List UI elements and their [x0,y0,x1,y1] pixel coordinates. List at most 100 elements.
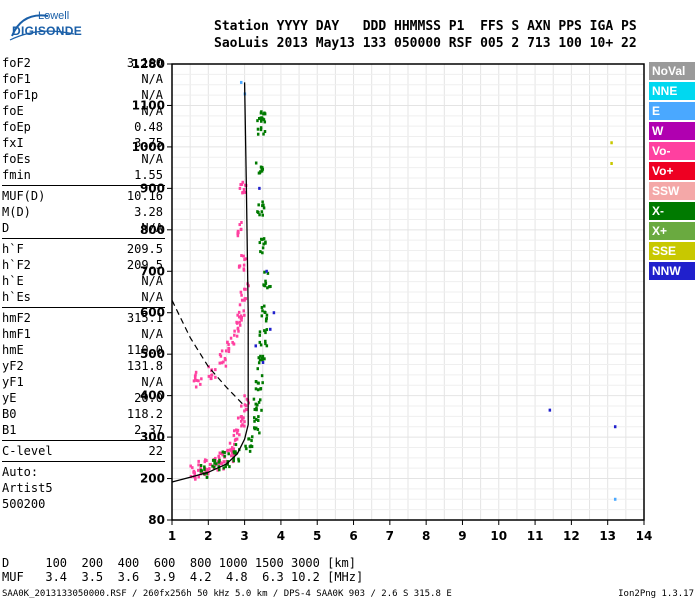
software-version: Ion2Png 1.3.17 [618,589,694,599]
trace-point [261,360,265,364]
trace-point [258,340,262,344]
trace-point [223,454,226,458]
param-row: hmF2 315.1 [2,311,163,327]
trace-point [265,344,269,348]
param-label: foEs [2,152,31,166]
trace-point [257,381,260,385]
param-row: foE N/A [2,104,163,120]
param-label: B0 [2,407,17,421]
param-label: M(D) [2,205,31,219]
trace-point [236,229,240,233]
param-label: h`E [2,274,24,288]
param-row: h`F2 209.5 [2,258,163,274]
param-row: D N/A [2,221,163,237]
trace-point [232,459,235,463]
trace-point [243,394,246,398]
muf-distance-table: D 100 200 400 600 800 1000 1500 3000 [km… [2,556,363,584]
param-value: 110.0 [126,343,163,357]
param-row: MUF(D) 10.16 [2,189,163,205]
trace-point [268,285,271,289]
trace-point [610,141,613,145]
param-label: hmE [2,343,24,357]
trace-point [226,340,229,344]
param-row: h`Es N/A [2,290,163,306]
file-info: SAA0K_2013133050000.RSF / 260fx256h 50 k… [2,589,452,599]
trace-point [239,419,243,423]
legend-item: X+ [649,222,695,240]
trace-point [240,318,243,322]
trace-point [219,354,223,358]
trace-point [205,459,208,463]
trace-point [259,165,263,169]
trace-point [235,431,239,435]
trace-point [259,126,263,130]
trace-point [264,241,267,245]
trace-point [260,305,264,309]
trace-point [259,354,262,358]
param-label: fxI [2,136,24,150]
trace-point [233,333,236,337]
y-tick-label: 80 [148,513,165,527]
param-row: h`F 209.5 [2,242,163,258]
trace-point [261,309,264,313]
trace-point [240,254,243,258]
trace-point [233,438,237,442]
param-label: C-level [2,444,53,458]
trace-point [194,385,198,389]
header-line2: SaoLuis 2013 May13 133 050000 RSF 005 2 … [214,36,637,51]
trace-point [217,454,220,458]
trace-point [213,458,217,462]
trace-point [256,132,260,136]
param-row: B0 118.2 [2,407,163,423]
trace-point [240,404,243,408]
trace-point [215,462,218,466]
autoscaling-text: Auto: [2,465,39,479]
trace-point [242,187,246,191]
trace-point [253,407,257,411]
trace-point [229,448,232,452]
trace-point [260,116,264,120]
trace-point [265,328,269,332]
trace-point [221,450,224,454]
param-row: yF1 N/A [2,375,163,391]
trace-point [218,361,222,365]
trace-point [240,298,244,302]
trace-point [207,374,211,378]
trace-point [223,450,226,454]
trace-point [258,431,261,435]
trace-point [260,210,264,214]
x-tick-label: 9 [458,529,466,543]
param-value: 3.100 [126,56,163,70]
trace-point [256,127,260,131]
trace-point [242,267,246,271]
trace-point [239,314,243,318]
param-row: foF2 3.100 [2,56,163,72]
y-tick-label: 500 [140,347,165,361]
trace-point [260,169,264,173]
trace-point [210,377,213,381]
trace-point [232,433,236,437]
trace-point [264,281,268,285]
legend-item: Vo- [649,142,695,160]
trace-point [259,398,262,402]
trace-point [230,454,233,458]
trace-point [259,128,263,132]
trace-point [260,119,263,123]
param-value: N/A [141,72,163,86]
param-label: yF2 [2,359,24,373]
param-value: 1.55 [134,168,163,182]
trace-point [266,271,270,275]
trace-point [238,223,241,227]
y-tick-label: 700 [140,264,165,278]
trace-point [214,368,217,372]
trace-point [264,339,267,343]
lowell-digisonde-logo: Lowell DIGISONDE [8,6,82,42]
trace-point [191,466,194,470]
trace-point [259,387,262,391]
trace-point [214,375,217,379]
trace-point [239,228,243,232]
trace-point [243,313,246,317]
trace-point [235,437,239,441]
trace-point [212,465,216,469]
